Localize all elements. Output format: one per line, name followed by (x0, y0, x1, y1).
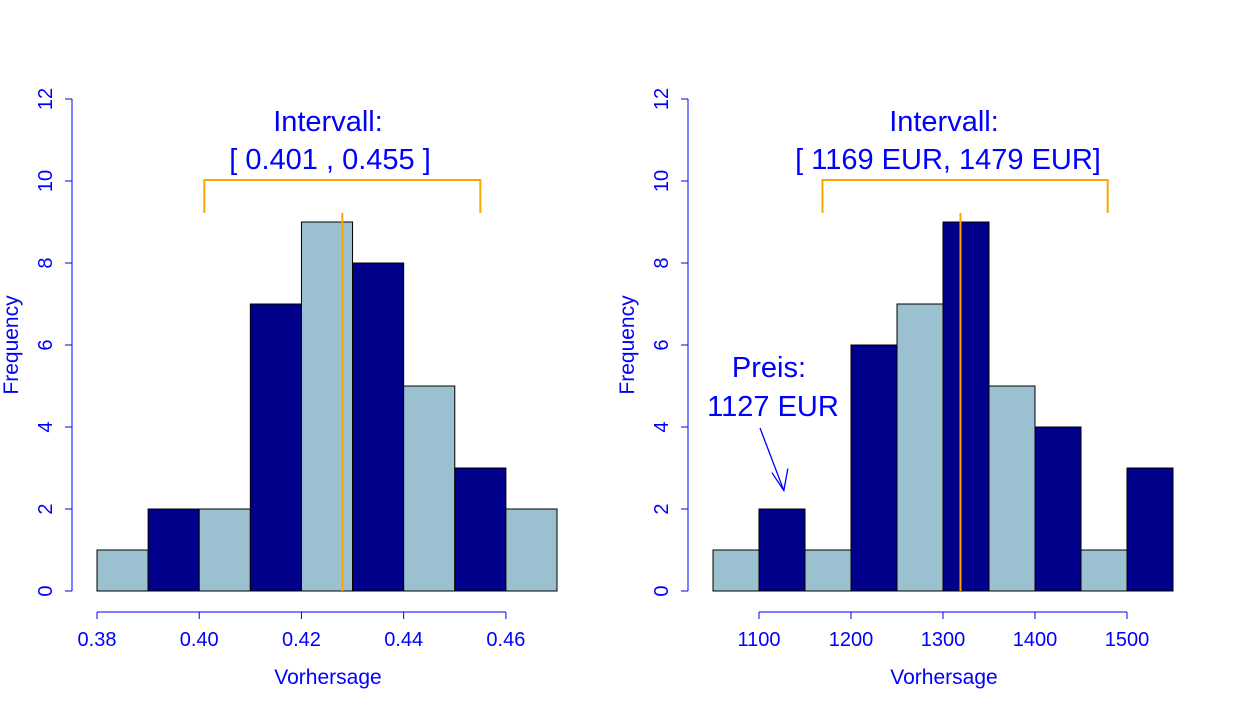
right-y-tick-label-5: 10 (651, 170, 673, 192)
right-bar-5 (942, 221, 990, 592)
right-y-tick-label-2: 4 (651, 421, 673, 432)
left-bar-8 (505, 508, 558, 592)
left-y-tick-label-1: 2 (35, 503, 57, 514)
right-bar-8 (1080, 549, 1128, 592)
right-bar-7 (1034, 426, 1082, 592)
right-histogram-panel: Intervall: [ 1169 EUR, 1479 EUR] Preis: … (616, 88, 1174, 689)
left-histogram-panel: Intervall: [ 0.401 , 0.455 ] Vorhersage … (0, 88, 558, 689)
right-interval-bracket (821, 179, 1109, 213)
left-bar-7 (454, 467, 507, 592)
left-bar-4 (300, 221, 354, 592)
right-price-arrow-shaft (759, 427, 785, 491)
right-bar-9 (1126, 467, 1174, 592)
left-interval-text: [ 0.401 , 0.455 ] (229, 144, 431, 176)
left-bar-1 (147, 508, 200, 592)
right-interval-text: [ 1169 EUR, 1479 EUR] (795, 144, 1101, 176)
left-x-tick-label-2: 0.42 (282, 629, 321, 651)
right-y-tick-label-3: 6 (651, 339, 673, 350)
left-bar-3 (249, 303, 302, 592)
right-x-tick-label-2: 1300 (921, 629, 966, 651)
left-interval-bracket (203, 179, 482, 213)
left-bar-2 (198, 508, 251, 592)
right-bar-3 (850, 344, 898, 592)
right-bar-4 (896, 303, 944, 592)
right-x-tick-label-3: 1400 (1013, 629, 1058, 651)
left-y-tick-label-0: 0 (35, 585, 57, 596)
right-x-axis-title: Vorhersage (890, 666, 997, 689)
left-y-tick-label-2: 4 (35, 421, 57, 432)
right-price-arrow-head (771, 468, 789, 493)
right-y-tick-label-6: 12 (651, 88, 673, 110)
right-bar-6 (988, 385, 1036, 592)
left-y-tick-label-6: 12 (35, 88, 57, 110)
right-y-tick-label-1: 2 (651, 503, 673, 514)
left-bar-0 (96, 549, 149, 592)
left-x-tick-label-4: 0.46 (486, 629, 525, 651)
right-y-axis-title: Frequency (616, 295, 639, 395)
left-y-tick-label-3: 6 (35, 339, 57, 350)
right-interval-title: Intervall: (889, 106, 999, 138)
left-y-axis-title: Frequency (0, 295, 23, 395)
right-y-tick-label-0: 0 (651, 585, 673, 596)
left-y-tick-label-4: 8 (35, 257, 57, 268)
right-y-tick-label-4: 8 (651, 257, 673, 268)
right-bar-0 (712, 549, 760, 592)
right-bar-1 (758, 508, 806, 592)
left-x-tick-label-0: 0.38 (78, 629, 117, 651)
left-y-tick-label-5: 10 (35, 170, 57, 192)
left-x-tick-label-3: 0.44 (384, 629, 423, 651)
right-x-tick-label-1: 1200 (829, 629, 874, 651)
right-x-tick-label-0: 1100 (737, 629, 780, 651)
left-interval-title: Intervall: (273, 106, 383, 138)
right-price-value: 1127 EUR (707, 391, 839, 423)
left-bar-5 (352, 262, 405, 592)
right-x-tick-label-4: 1500 (1105, 629, 1150, 651)
left-x-tick-label-1: 0.40 (180, 629, 219, 651)
left-x-axis-title: Vorhersage (274, 666, 381, 689)
right-bar-2 (804, 549, 852, 592)
left-bar-6 (403, 385, 456, 592)
right-price-label: Preis: (732, 352, 806, 384)
